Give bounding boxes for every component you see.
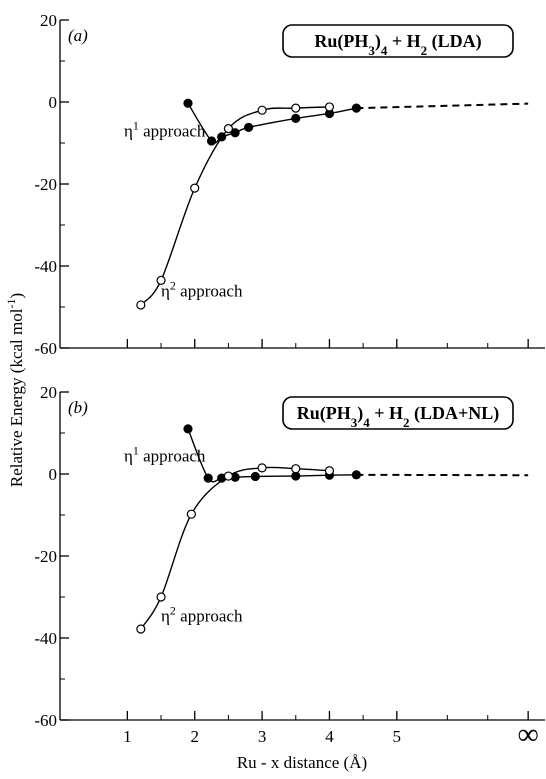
eta2-series-point — [190, 183, 200, 193]
x-tick-label-infinity: ∞ — [517, 718, 538, 751]
x-tick-label: 1 — [123, 727, 132, 746]
eta2-series-point — [324, 466, 335, 476]
eta1-series-point — [183, 424, 193, 434]
y-axis-label: Relative Energy (kcal mol-1) — [4, 293, 26, 487]
panel-label: (b) — [68, 398, 88, 417]
y-tick-label: -20 — [34, 175, 57, 194]
y-tick-label: -20 — [34, 547, 57, 566]
panel-title: Ru(PH3)4 + H2 (LDA+NL) — [297, 403, 500, 430]
eta2-series-point — [324, 102, 335, 112]
eta1-series-point — [244, 122, 254, 133]
chart-panel-b: 20 0 -20 -40 -60 1 2 3 4 5 ∞ (b) Ru(PH3)4 + H2 (LDA+… — [34, 383, 545, 751]
eta1-series-point — [250, 471, 260, 482]
panel-title-box — [282, 24, 514, 58]
eta2-series-point — [291, 103, 301, 113]
y-tick-label: -60 — [34, 339, 57, 358]
eta1-series-point — [351, 103, 361, 113]
eta1-series-point — [351, 470, 361, 480]
eta2-series-point — [223, 124, 234, 134]
eta1-approach-label: η1 approach — [124, 444, 206, 466]
x-tick-label: 3 — [258, 727, 267, 746]
eta2-series-point — [136, 624, 146, 634]
chart-panel-a: 20 0 -20 -40 -60 (a) Ru(PH3)4 + H2 (LDA) η1 app… — [34, 11, 545, 358]
eta2-series-point — [136, 300, 146, 310]
y-tick-label: -40 — [34, 629, 57, 648]
eta2-series-point — [257, 463, 267, 473]
eta2-series-point — [257, 105, 267, 115]
eta2-series-point — [156, 275, 166, 285]
eta2-approach-label: η2 approach — [161, 603, 243, 625]
eta1-approach-label: η1 approach — [124, 119, 206, 141]
panel-title-box — [282, 396, 514, 430]
y-tick-label: 20 — [40, 11, 57, 30]
panel-title: Ru(PH3)4 + H2 (LDA) — [314, 31, 481, 58]
y-tick-label: 0 — [49, 465, 58, 484]
eta1-series-point — [183, 98, 193, 108]
y-tick-label: -60 — [34, 711, 57, 730]
eta2-series-point — [156, 592, 166, 602]
dashed-extension — [356, 102, 529, 110]
x-axis-label: Ru - x distance (Å) — [237, 753, 367, 772]
y-tick-label: 20 — [40, 383, 57, 402]
y-tick-label: -40 — [34, 257, 57, 276]
eta1-series-point — [291, 113, 301, 124]
eta1-series-point — [203, 473, 213, 483]
x-tick-label: 5 — [393, 727, 402, 746]
x-tick-label: 4 — [325, 727, 334, 746]
panel-label: (a) — [68, 26, 88, 45]
x-tick-label: 2 — [190, 727, 199, 746]
eta2-series-point — [223, 471, 234, 481]
eta2-series-point — [291, 464, 301, 474]
eta2-series-point — [186, 509, 196, 519]
eta1-series-point — [230, 128, 240, 138]
y-tick-label: 0 — [49, 93, 58, 112]
eta2-approach-label: η2 approach — [161, 279, 243, 301]
eta1-series-point — [206, 136, 217, 146]
